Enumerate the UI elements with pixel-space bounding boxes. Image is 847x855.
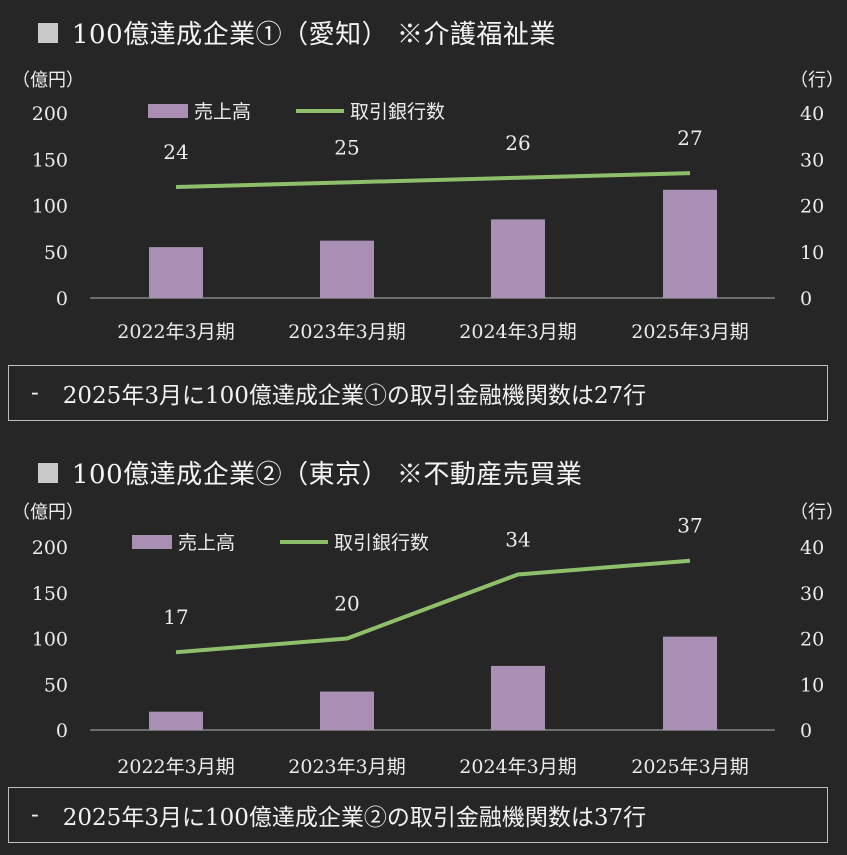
left-tick-label: 0 (56, 720, 68, 742)
right-tick-label: 0 (800, 288, 812, 310)
legend-label: 取引銀行数 (334, 532, 429, 554)
right-tick-label: 20 (800, 196, 824, 218)
legend-bar-swatch (148, 104, 188, 118)
left-tick-label: 50 (44, 242, 68, 264)
data-label: 25 (334, 135, 359, 159)
panel-title-text: 100億達成企業①（愛知） ※介護福祉業 (72, 20, 556, 50)
left-axis-label: （億円） (12, 70, 84, 91)
bar (491, 665, 545, 730)
left-tick-label: 50 (44, 674, 68, 696)
data-label: 34 (505, 527, 530, 551)
category-label: 2023年3月期 (288, 321, 405, 343)
category-label: 2022年3月期 (117, 321, 234, 343)
right-tick-label: 40 (800, 537, 824, 559)
chart-panel-2: 100億達成企業②（東京） ※不動産売買業 （億円） （行） 0 50 100 150 20… (0, 430, 847, 855)
data-label: 26 (505, 131, 530, 155)
bar (149, 247, 203, 298)
combo-chart-2: （億円） （行） 0 50 100 150 200 0 10 20 30 40 売上高 取引銀行数 17 20… (12, 502, 844, 778)
data-label: 17 (163, 605, 188, 629)
bar (320, 691, 374, 730)
category-label: 2022年3月期 (117, 756, 234, 778)
bar (663, 189, 717, 298)
data-label: 24 (163, 140, 188, 164)
right-tick-label: 10 (800, 674, 824, 696)
panel-title: 100億達成企業①（愛知） ※介護福祉業 (38, 14, 556, 51)
data-label: 27 (677, 126, 702, 150)
category-label: 2023年3月期 (288, 756, 405, 778)
data-label: 37 (677, 514, 702, 538)
note-text: 2025年3月に100億達成企業②の取引金融機関数は37行 (62, 805, 647, 831)
legend-label: 取引銀行数 (350, 101, 445, 123)
legend-label: 売上高 (194, 101, 251, 123)
panel-title-text: 100億達成企業②（東京） ※不動産売買業 (72, 460, 583, 490)
series-line (175, 171, 691, 189)
right-axis-label: （行） (790, 502, 844, 523)
bar (663, 636, 717, 730)
right-tick-label: 40 (800, 103, 824, 125)
title-square-icon (38, 22, 58, 43)
note-dash: - (31, 380, 39, 406)
left-tick-label: 0 (56, 288, 68, 310)
category-label: 2024年3月期 (459, 756, 576, 778)
left-tick-label: 100 (32, 196, 68, 218)
bar (149, 711, 203, 730)
right-tick-label: 30 (800, 149, 824, 171)
note-text: 2025年3月に100億達成企業①の取引金融機関数は27行 (62, 383, 647, 409)
chart-panel-1: 100億達成企業①（愛知） ※介護福祉業 （億円） （行） 0 50 100 150 200… (8, 14, 844, 421)
left-tick-label: 150 (32, 583, 68, 605)
note-box-1: - 2025年3月に100億達成企業①の取引金融機関数は27行 (8, 365, 828, 421)
category-label: 2025年3月期 (631, 756, 748, 778)
category-label: 2025年3月期 (631, 321, 748, 343)
series-line (175, 558, 691, 655)
right-tick-label: 20 (800, 629, 824, 651)
title-square-icon (38, 462, 58, 483)
data-label: 20 (334, 592, 359, 616)
left-tick-label: 200 (32, 537, 68, 559)
note-box-2: - 2025年3月に100億達成企業②の取引金融機関数は37行 (8, 787, 828, 843)
left-axis-label: （億円） (12, 502, 84, 523)
right-axis-label: （行） (790, 70, 844, 91)
panel-title: 100億達成企業②（東京） ※不動産売買業 (38, 454, 582, 491)
left-tick-label: 100 (32, 629, 68, 651)
legend-label: 売上高 (178, 532, 235, 554)
right-tick-label: 10 (800, 242, 824, 264)
bar (320, 240, 374, 298)
category-label: 2024年3月期 (459, 321, 576, 343)
legend-bar-swatch (132, 535, 172, 549)
left-tick-label: 150 (32, 149, 68, 171)
right-tick-label: 0 (800, 720, 812, 742)
bar (491, 219, 545, 298)
combo-chart-1: （億円） （行） 0 50 100 150 200 0 10 20 30 40 売上高 取引銀行数 24 25… (12, 70, 844, 343)
left-tick-label: 200 (32, 103, 68, 125)
right-tick-label: 30 (800, 583, 824, 605)
note-dash: - (31, 802, 39, 828)
